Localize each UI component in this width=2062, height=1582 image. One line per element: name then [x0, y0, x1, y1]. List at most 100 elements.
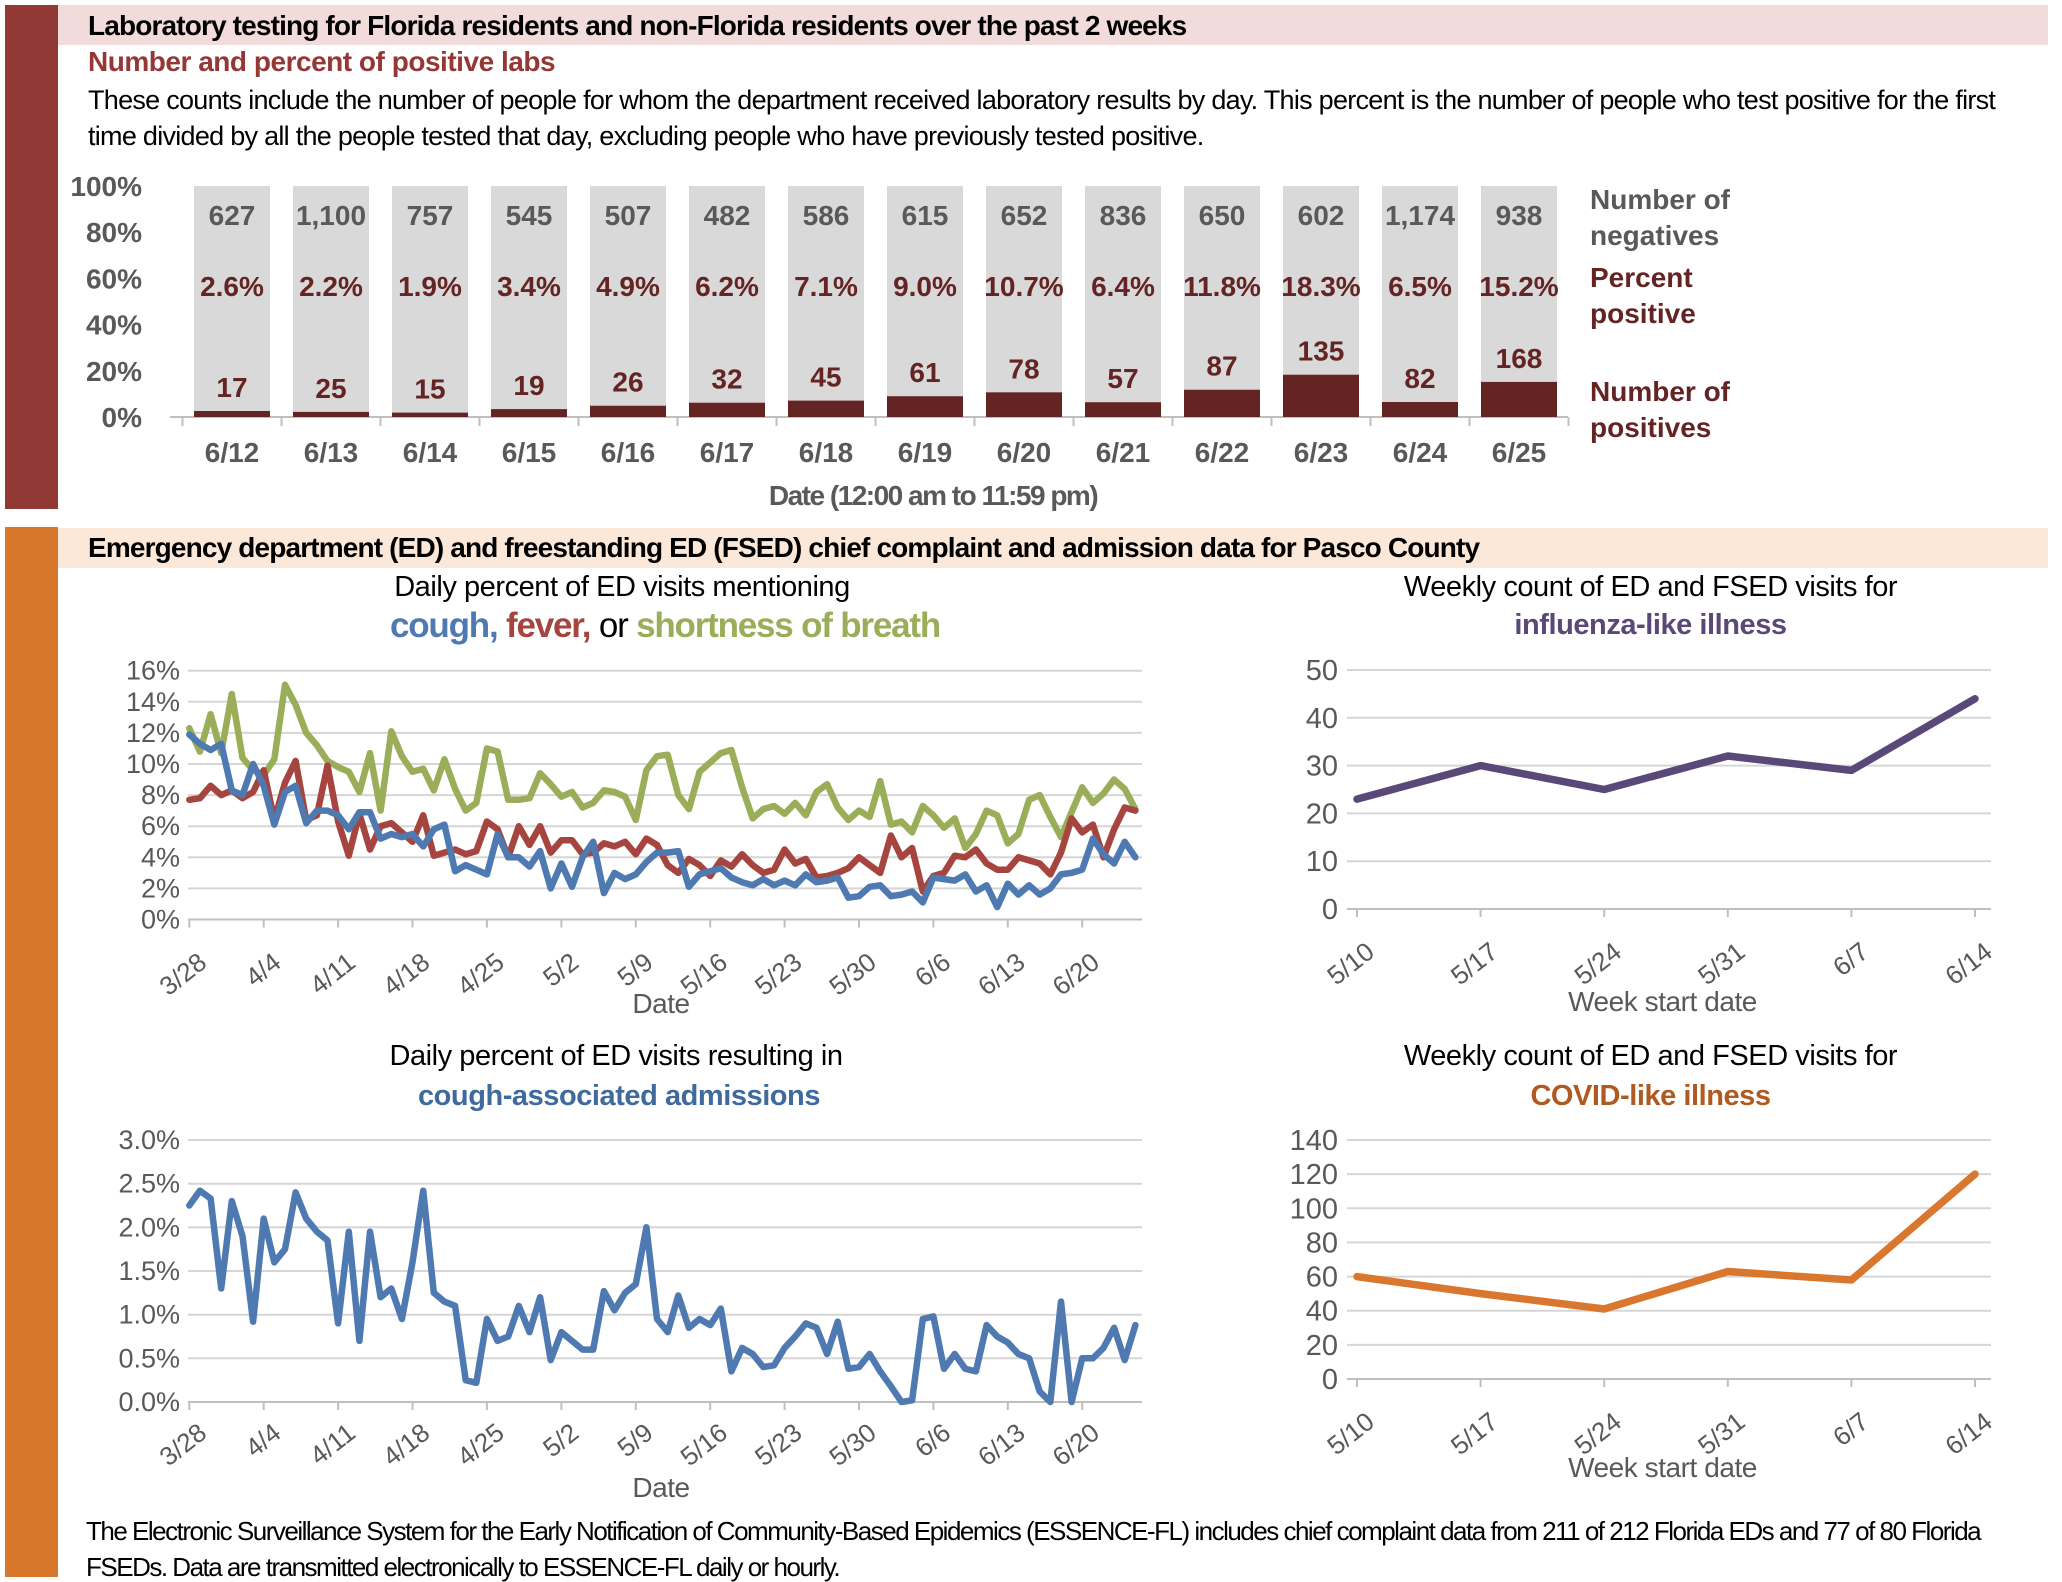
svg-text:80%: 80% [86, 217, 142, 248]
svg-text:135: 135 [1298, 336, 1345, 367]
svg-text:5/16: 5/16 [675, 1417, 733, 1472]
svg-text:2.5%: 2.5% [118, 1169, 180, 1199]
svg-text:482: 482 [704, 200, 751, 231]
svg-text:6/14: 6/14 [1939, 936, 1997, 991]
svg-text:4/4: 4/4 [239, 947, 286, 993]
svg-text:6/20: 6/20 [1047, 1417, 1105, 1472]
svg-text:50: 50 [1306, 655, 1338, 687]
svg-text:5/23: 5/23 [749, 1417, 807, 1472]
svg-text:6/24: 6/24 [1393, 437, 1448, 468]
svg-text:6/7: 6/7 [1827, 1406, 1874, 1452]
svg-text:16%: 16% [126, 656, 180, 686]
svg-text:60%: 60% [86, 263, 142, 294]
svg-text:30: 30 [1306, 751, 1338, 783]
svg-text:26: 26 [612, 367, 643, 398]
svg-text:2.0%: 2.0% [118, 1212, 180, 1242]
svg-text:2.6%: 2.6% [200, 271, 264, 302]
svg-text:0%: 0% [102, 402, 143, 433]
svg-text:9.0%: 9.0% [893, 271, 957, 302]
svg-text:10%: 10% [126, 749, 180, 779]
svg-text:5/9: 5/9 [612, 1417, 659, 1463]
svg-text:1.9%: 1.9% [398, 271, 462, 302]
svg-text:6/13: 6/13 [972, 1417, 1030, 1472]
svg-text:17: 17 [216, 372, 247, 403]
svg-text:1,174: 1,174 [1385, 200, 1455, 231]
svg-text:6.2%: 6.2% [695, 271, 759, 302]
svg-text:5/10: 5/10 [1321, 936, 1379, 991]
svg-text:78: 78 [1008, 353, 1039, 384]
svg-text:615: 615 [902, 200, 949, 231]
svg-text:650: 650 [1199, 200, 1246, 231]
svg-text:11.8%: 11.8% [1183, 271, 1261, 302]
svg-text:2%: 2% [141, 873, 180, 903]
svg-text:20: 20 [1306, 798, 1338, 830]
svg-text:120: 120 [1290, 1159, 1338, 1191]
svg-text:6.5%: 6.5% [1388, 271, 1452, 302]
svg-text:1.0%: 1.0% [118, 1300, 180, 1330]
svg-text:20%: 20% [86, 356, 142, 387]
svg-text:87: 87 [1206, 351, 1237, 382]
svg-text:652: 652 [1001, 200, 1048, 231]
svg-text:3.4%: 3.4% [497, 271, 561, 302]
svg-text:6/21: 6/21 [1096, 437, 1151, 468]
svg-text:6/23: 6/23 [1294, 437, 1349, 468]
svg-text:586: 586 [803, 200, 850, 231]
svg-text:40: 40 [1306, 1296, 1338, 1328]
svg-text:15.2%: 15.2% [1479, 271, 1558, 302]
svg-text:40%: 40% [86, 310, 142, 341]
svg-text:602: 602 [1298, 200, 1345, 231]
svg-text:7.1%: 7.1% [794, 271, 858, 302]
svg-text:100: 100 [1290, 1193, 1338, 1225]
svg-text:6.4%: 6.4% [1091, 271, 1155, 302]
svg-text:20: 20 [1306, 1330, 1338, 1362]
svg-text:6/6: 6/6 [909, 947, 956, 993]
svg-text:6/22: 6/22 [1195, 437, 1250, 468]
svg-text:4%: 4% [141, 842, 180, 872]
svg-text:1.5%: 1.5% [118, 1256, 180, 1286]
svg-text:5/30: 5/30 [823, 1417, 881, 1472]
svg-text:6/16: 6/16 [601, 437, 656, 468]
svg-text:5/31: 5/31 [1692, 936, 1750, 991]
svg-text:8%: 8% [141, 780, 180, 810]
svg-text:0.0%: 0.0% [118, 1387, 180, 1417]
svg-text:140: 140 [1290, 1125, 1338, 1157]
svg-text:10.7%: 10.7% [984, 271, 1063, 302]
svg-text:15: 15 [414, 374, 445, 405]
svg-text:14%: 14% [126, 687, 180, 717]
svg-text:25: 25 [315, 373, 346, 404]
svg-text:6/17: 6/17 [700, 437, 755, 468]
svg-text:6/14: 6/14 [403, 437, 458, 468]
svg-text:Date (12:00 am to 11:59 pm): Date (12:00 am to 11:59 pm) [769, 480, 1097, 511]
svg-text:168: 168 [1496, 343, 1543, 374]
svg-text:5/24: 5/24 [1569, 936, 1627, 991]
svg-text:5/17: 5/17 [1445, 936, 1503, 991]
svg-text:507: 507 [605, 200, 652, 231]
svg-text:32: 32 [711, 364, 742, 395]
svg-text:4.9%: 4.9% [596, 271, 660, 302]
svg-text:61: 61 [909, 357, 940, 388]
svg-text:545: 545 [506, 200, 553, 231]
svg-text:6/12: 6/12 [205, 437, 260, 468]
svg-text:627: 627 [209, 200, 256, 231]
svg-text:6/25: 6/25 [1492, 437, 1547, 468]
svg-text:2.2%: 2.2% [299, 271, 363, 302]
svg-text:6/20: 6/20 [997, 437, 1052, 468]
svg-text:5/2: 5/2 [537, 1417, 584, 1463]
svg-text:1,100: 1,100 [296, 200, 366, 231]
svg-text:0: 0 [1322, 894, 1338, 926]
svg-text:6/13: 6/13 [304, 437, 359, 468]
svg-text:82: 82 [1404, 363, 1435, 394]
svg-text:6/15: 6/15 [502, 437, 557, 468]
svg-text:3/28: 3/28 [154, 1417, 212, 1472]
svg-text:60: 60 [1306, 1262, 1338, 1294]
svg-text:40: 40 [1306, 703, 1338, 735]
svg-text:12%: 12% [126, 718, 180, 748]
svg-text:4/25: 4/25 [451, 1417, 509, 1472]
svg-text:6/19: 6/19 [898, 437, 953, 468]
svg-text:4/11: 4/11 [304, 1417, 361, 1471]
svg-text:100%: 100% [70, 171, 142, 202]
svg-text:6/7: 6/7 [1827, 936, 1874, 982]
svg-text:4/4: 4/4 [239, 1417, 286, 1463]
svg-text:3.0%: 3.0% [118, 1125, 180, 1155]
svg-text:6/6: 6/6 [909, 1417, 956, 1463]
